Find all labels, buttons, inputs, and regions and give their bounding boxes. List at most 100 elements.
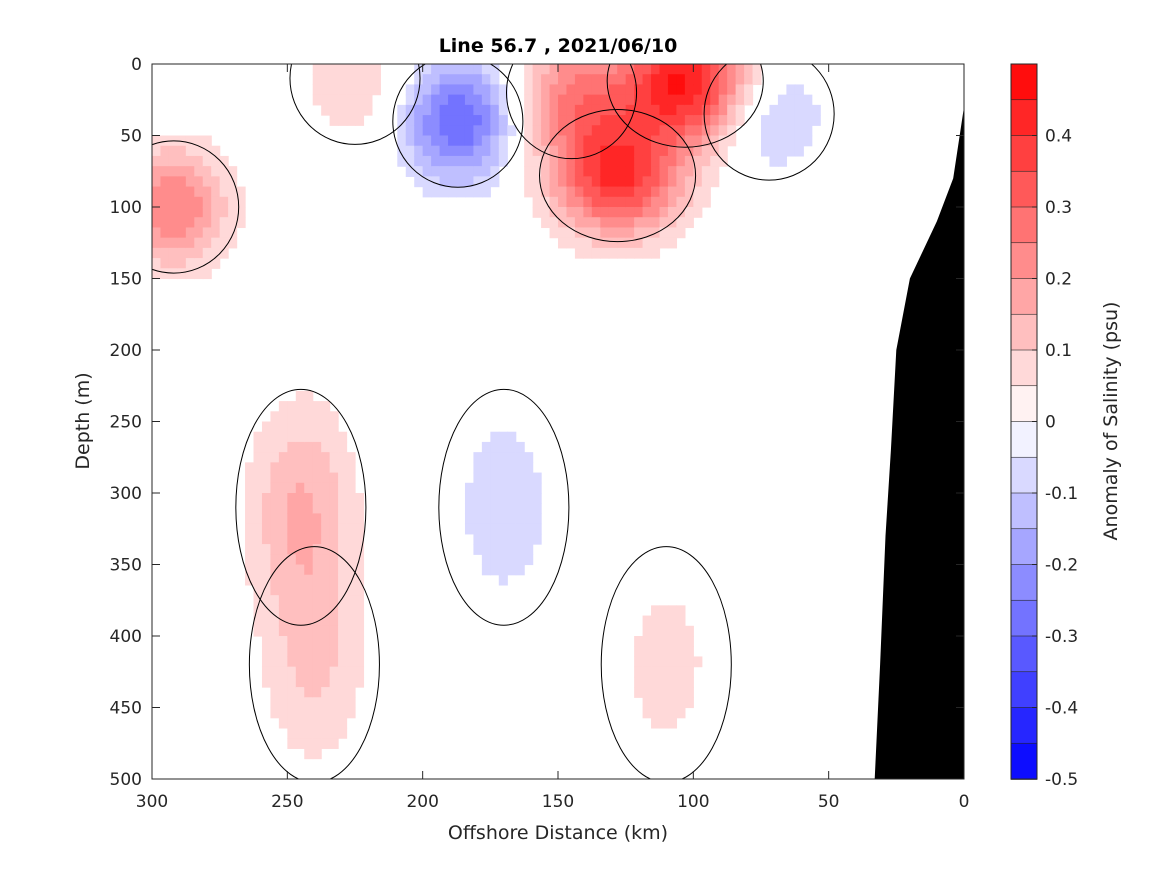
anomaly-cell [287, 493, 297, 504]
anomaly-cell [414, 74, 424, 86]
anomaly-cell [338, 554, 348, 566]
anomaly-cell [414, 166, 424, 177]
anomaly-cell [355, 64, 365, 75]
anomaly-cell [608, 196, 618, 208]
anomaly-cell [651, 84, 661, 96]
anomaly-cell [617, 104, 627, 116]
anomaly-cell [160, 237, 170, 249]
anomaly-cell [566, 176, 576, 188]
anomaly-cell [490, 74, 500, 86]
anomaly-cell [651, 625, 661, 637]
anomaly-cell [295, 717, 305, 729]
anomaly-cell [659, 697, 669, 709]
anomaly-cell [727, 94, 737, 106]
anomaly-cell [448, 64, 458, 75]
anomaly-cell [752, 64, 762, 75]
anomaly-cell [473, 155, 483, 167]
anomaly-cell [507, 452, 517, 463]
anomaly-cell [625, 176, 635, 188]
anomaly-cell [701, 115, 711, 126]
anomaly-cell [642, 707, 652, 719]
anomaly-cell [515, 472, 525, 484]
anomaly-cell [667, 64, 678, 75]
anomaly-cell [684, 207, 694, 218]
anomaly-cell [794, 104, 804, 116]
anomaly-cell [295, 564, 305, 576]
anomaly-cell [566, 145, 576, 157]
anomaly-cell [329, 104, 339, 116]
anomaly-cell [278, 462, 288, 474]
zero-contour [538, 108, 697, 243]
anomaly-cell [710, 84, 720, 96]
anomaly-cell [287, 564, 297, 576]
anomaly-cell [194, 227, 204, 239]
anomaly-cell [659, 687, 669, 698]
anomaly-cell [676, 605, 686, 617]
anomaly-cell [642, 636, 652, 647]
anomaly-cell [202, 155, 212, 167]
y-tick-label: 300 [110, 484, 142, 504]
anomaly-cell [321, 687, 331, 698]
anomaly-cell [152, 145, 162, 157]
anomaly-cell [278, 533, 288, 545]
anomaly-cell [185, 135, 195, 147]
colorbar-band [1010, 671, 1038, 709]
anomaly-cell [490, 513, 500, 525]
anomaly-cell [219, 217, 229, 229]
anomaly-cell [464, 503, 475, 515]
anomaly-cell [312, 472, 322, 484]
colorbar-tick-label: -0.4 [1045, 699, 1078, 719]
anomaly-cell [608, 145, 618, 157]
anomaly-cell [515, 493, 525, 504]
anomaly-cell [185, 155, 195, 167]
anomaly-cell [566, 196, 576, 208]
y-axis: 0 50 100 150 200 250 300 350 400 450 500 [110, 55, 964, 790]
anomaly-cell [270, 574, 280, 586]
colorbar-band [1010, 742, 1038, 780]
anomaly-cell [329, 94, 339, 106]
anomaly-cell [490, 104, 500, 116]
anomaly-cell [312, 707, 322, 719]
anomaly-cell [245, 513, 255, 525]
anomaly-cell [608, 84, 618, 96]
anomaly-cell [261, 462, 272, 474]
anomaly-cell [287, 656, 297, 668]
y-tick-label: 250 [110, 413, 142, 433]
anomaly-cell [422, 155, 432, 167]
anomaly-cell [168, 176, 178, 188]
anomaly-cell [287, 697, 297, 709]
anomaly-cell [287, 615, 297, 627]
anomaly-cell [168, 258, 178, 269]
anomaly-cell [608, 125, 618, 137]
zero-contours [152, 64, 835, 779]
anomaly-cell [541, 217, 551, 229]
anomaly-cell [727, 104, 737, 116]
anomaly-cell [295, 636, 305, 647]
colorbar-band [1010, 564, 1038, 602]
anomaly-cell [549, 227, 559, 239]
anomaly-cell [346, 584, 356, 596]
anomaly-cell [642, 176, 652, 188]
anomaly-cell [490, 554, 500, 566]
anomaly-cell [659, 605, 669, 617]
anomaly-cell [701, 64, 711, 75]
anomaly-cell [651, 656, 661, 668]
anomaly-cell [642, 94, 652, 106]
anomaly-cell [270, 452, 280, 463]
anomaly-cell [642, 186, 652, 198]
anomaly-cell [490, 125, 500, 137]
anomaly-cell [507, 554, 517, 566]
anomaly-cell [507, 544, 517, 555]
zero-contour [606, 64, 764, 148]
anomaly-cell [160, 135, 170, 147]
anomaly-cell [676, 166, 686, 177]
anomaly-cell [422, 64, 432, 75]
anomaly-cell [321, 717, 331, 729]
anomaly-cell [625, 247, 635, 259]
y-tick-label: 400 [110, 627, 142, 647]
anomaly-cell [473, 104, 483, 116]
anomaly-cell [786, 94, 796, 106]
anomaly-cell [651, 64, 661, 75]
anomaly-cell [473, 513, 483, 525]
anomaly-cell [177, 268, 187, 280]
